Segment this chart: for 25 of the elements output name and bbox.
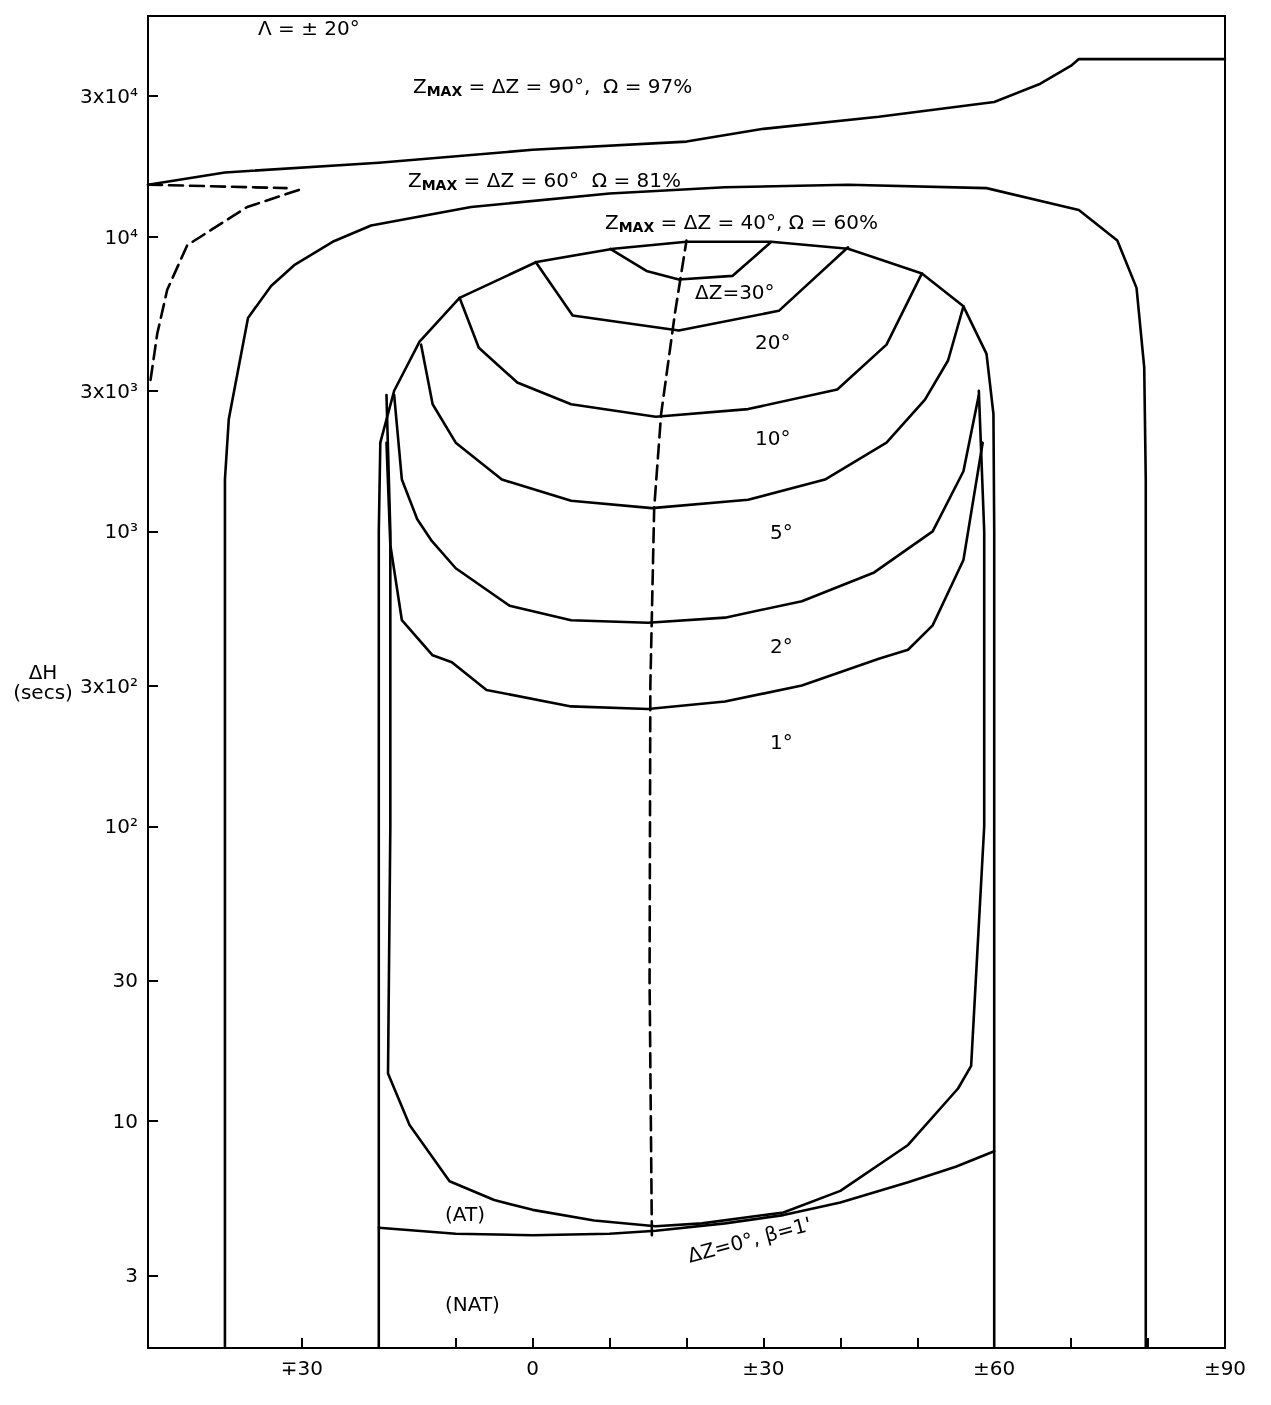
y-tick-label: 10² (104, 814, 138, 839)
y-tick-label: 10 (112, 1109, 138, 1134)
y-tick-label: 3 (125, 1263, 138, 1288)
y-axis-title: ΔH (secs) (13, 660, 73, 704)
annotation: 10° (755, 426, 791, 450)
x-tick-label: 0 (526, 1356, 540, 1380)
y-tick-label: 10³ (104, 519, 138, 544)
y-tick-label: 3x10⁴ (79, 83, 138, 108)
annotation: 2° (770, 634, 793, 658)
x-tick-label: ±30 (742, 1356, 785, 1380)
annotation: ΔZ=30° (695, 280, 775, 304)
y-tick-label: 3x10² (79, 673, 138, 698)
annotation: 20° (755, 330, 791, 354)
annotation: ΔZ=0°, β=1' (684, 1211, 815, 1268)
annotation: (NAT) (445, 1292, 500, 1316)
annotation: Λ = ± 20° (258, 16, 360, 40)
y-tick-label: 30 (112, 968, 138, 993)
x-tick-label: ±60 (973, 1356, 1016, 1380)
x-tick-label: ∓30 (280, 1356, 323, 1380)
y-tick-label: 10⁴ (104, 224, 138, 249)
annotation: (AT) (445, 1202, 485, 1226)
y-tick-label: 3x10³ (79, 378, 138, 403)
x-tick-label: ±90 (1203, 1356, 1247, 1380)
annotation: 5° (770, 520, 793, 544)
annotation: 1° (770, 730, 793, 754)
